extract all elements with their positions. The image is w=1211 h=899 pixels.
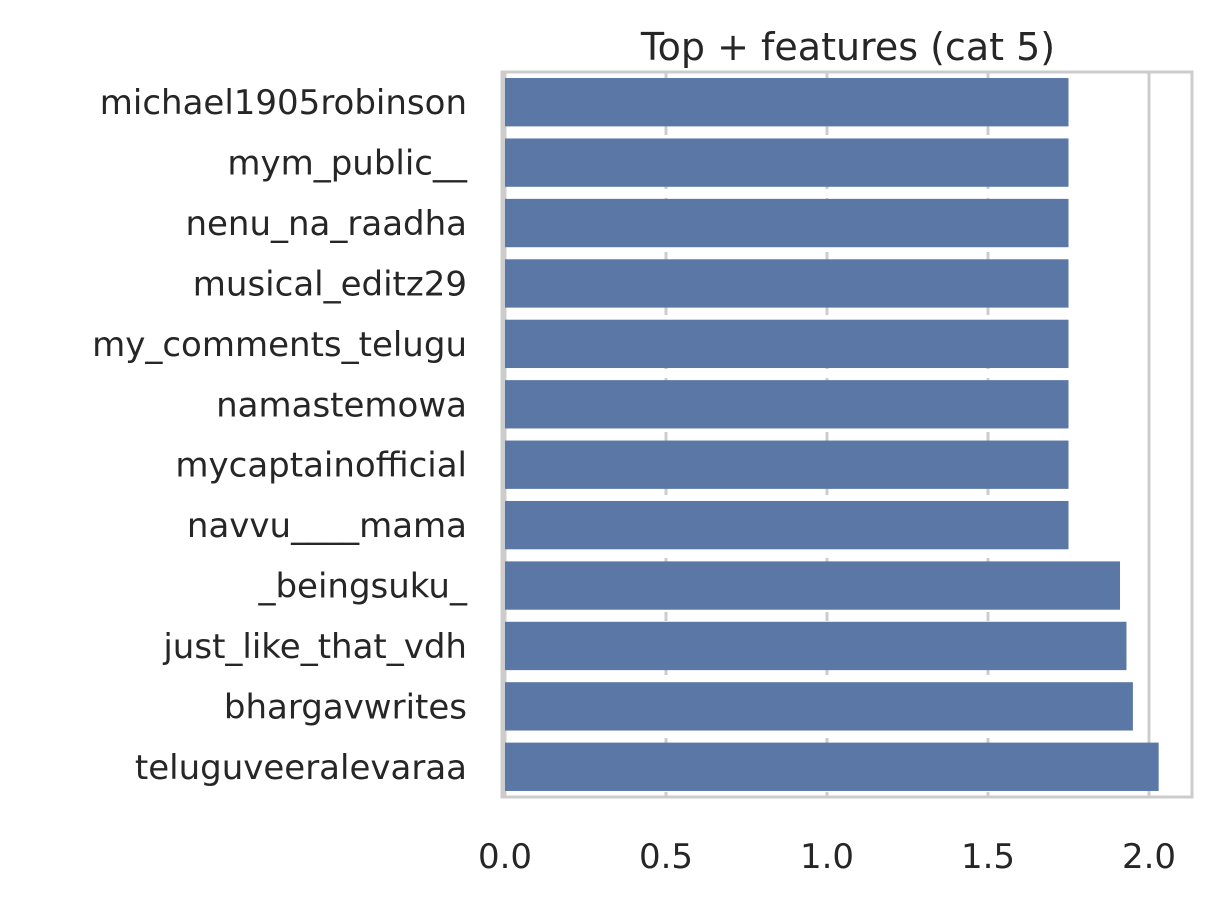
y-category-label: bhargavwrites (224, 687, 467, 727)
grid-lines (503, 72, 1151, 797)
y-category-label: mym_public__ (227, 144, 468, 184)
bar (505, 380, 1069, 429)
y-category-label: michael1905robinson (100, 83, 467, 123)
y-category-label: teluguveeralevaraa (135, 748, 467, 788)
bars-group (505, 78, 1159, 791)
x-tick-label: 1.5 (961, 837, 1015, 877)
plot-frame (500, 70, 1194, 799)
x-axis-ticks: 0.0 0.5 1.0 1.5 2.0 (478, 837, 1176, 877)
bar (505, 621, 1127, 671)
y-category-label: my_comments_telugu (92, 325, 467, 365)
y-category-label: just_like_that_vdh (162, 627, 467, 667)
y-axis-labels: michael1905robinson mym_public__ nenu_na_r… (92, 83, 468, 788)
y-category-label: nenu_na_raadha (185, 204, 467, 244)
x-tick-label: 0.0 (478, 837, 532, 877)
bar (505, 500, 1069, 550)
bar (505, 259, 1069, 308)
y-category-label: mycaptainofficial (175, 446, 467, 486)
y-category-label: _beingsuku_ (257, 567, 468, 607)
y-category-label: navvu____mama (187, 506, 467, 546)
bar (505, 440, 1069, 489)
chart-title: Top + features (cat 5) (640, 25, 1055, 69)
bar (505, 682, 1133, 731)
bar (505, 561, 1121, 610)
x-tick-label: 1.0 (800, 837, 854, 877)
x-tick-label: 0.5 (639, 837, 693, 877)
x-tick-label: 2.0 (1122, 837, 1176, 877)
bar (505, 319, 1069, 369)
bar (505, 198, 1069, 248)
bar (505, 78, 1069, 127)
bar (505, 138, 1069, 187)
bar (505, 742, 1159, 791)
y-category-label: namastemowa (216, 385, 467, 425)
y-category-label: musical_editz29 (193, 264, 467, 304)
